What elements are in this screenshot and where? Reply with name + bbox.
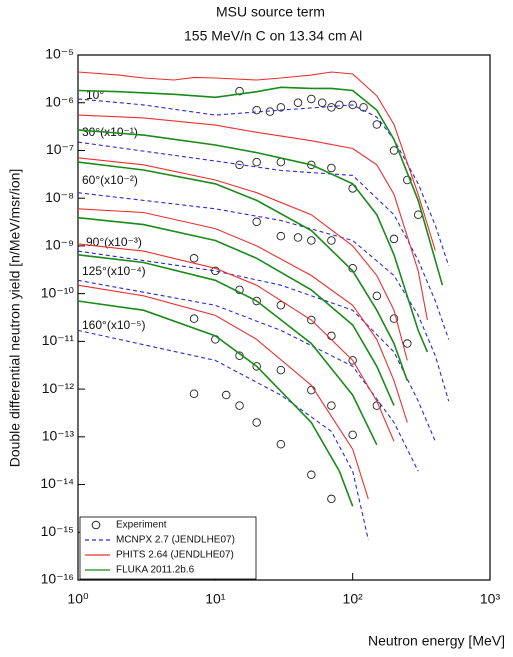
y-tick-label: 10⁻⁵ — [45, 46, 74, 62]
data-point — [235, 160, 244, 170]
series-line — [77, 243, 395, 442]
data-point — [235, 401, 244, 410]
legend-label: PHITS 2.64 (JENDLHE07) — [116, 550, 234, 561]
y-tick-label: 10⁻¹⁶ — [41, 571, 74, 587]
legend-label: Experiment — [116, 520, 167, 531]
data-point — [189, 254, 199, 263]
series-line — [77, 216, 395, 406]
series-line — [77, 161, 409, 381]
x-tick-label: 10¹ — [205, 591, 226, 607]
data-point — [235, 86, 244, 96]
data-point — [327, 163, 336, 173]
data-point — [327, 103, 336, 112]
series-line — [77, 114, 428, 321]
chart-subtitle: 155 MeV/n C on 13.34 cm Al — [184, 28, 362, 44]
series-line — [77, 284, 369, 500]
data-point — [348, 100, 357, 110]
angle-label: 160°(x10⁻⁵) — [82, 318, 145, 332]
y-tick-label: 10⁻⁷ — [46, 141, 74, 157]
data-point — [372, 291, 382, 301]
legend-symbol — [91, 520, 101, 530]
data-point — [389, 314, 399, 323]
series-line — [77, 157, 408, 361]
data-point — [276, 439, 286, 449]
data-point — [348, 356, 357, 365]
data-point — [335, 100, 344, 110]
data-point — [221, 390, 231, 400]
data-point — [372, 120, 382, 129]
y-tick-label: 10⁻¹⁴ — [40, 475, 74, 491]
series-line — [77, 300, 354, 507]
data-point — [327, 401, 336, 410]
series-line — [77, 141, 450, 340]
x-tick-label: 10⁰ — [67, 591, 89, 607]
series-line — [77, 250, 436, 442]
data-point — [276, 103, 286, 112]
data-point — [276, 157, 286, 167]
data-point — [307, 94, 316, 104]
series-line — [77, 192, 450, 402]
y-tick-label: 10⁻¹² — [42, 380, 75, 396]
data-point — [276, 231, 286, 241]
data-point — [252, 217, 261, 227]
data-point — [403, 339, 412, 348]
data-point — [307, 236, 316, 245]
y-tick-label: 10⁻¹⁵ — [41, 523, 74, 539]
data-point — [307, 470, 316, 480]
data-point — [276, 365, 286, 375]
y-axis-label: Double differential neutron yield [n/MeV… — [7, 169, 23, 468]
series-line — [77, 208, 408, 423]
data-point — [307, 160, 316, 170]
data-point — [389, 234, 399, 244]
angle-label: 125°(x10⁻⁴) — [82, 264, 146, 278]
series-line — [77, 329, 369, 540]
y-tick-label: 10⁻⁸ — [45, 189, 74, 205]
y-tick-label: 10⁻¹³ — [42, 428, 75, 444]
data-point — [252, 296, 261, 306]
y-tick-label: 10⁻¹⁰ — [41, 284, 75, 300]
series-line — [77, 86, 444, 286]
series-line — [77, 254, 378, 446]
data-point — [293, 233, 303, 242]
data-point — [252, 418, 261, 427]
series-line — [77, 129, 429, 353]
data-point — [252, 362, 261, 371]
angle-label: 90°(x10⁻³) — [86, 235, 142, 249]
x-tick-label: 10³ — [480, 591, 501, 607]
data-point — [189, 314, 199, 323]
data-point — [252, 105, 261, 115]
data-point — [276, 301, 286, 310]
legend-box — [79, 516, 257, 580]
data-point — [317, 98, 327, 107]
data-point — [189, 389, 199, 398]
y-tick-label: 10⁻⁶ — [45, 93, 74, 109]
data-point — [348, 430, 357, 440]
legend-label: FLUKA 2011.2b.6 — [116, 565, 195, 576]
x-tick-label: 10² — [343, 591, 364, 607]
y-tick-label: 10⁻⁹ — [45, 237, 74, 253]
series-line — [77, 71, 436, 251]
y-tick-label: 10⁻¹¹ — [42, 332, 75, 348]
data-point — [327, 494, 336, 504]
data-point — [293, 98, 303, 107]
data-point — [327, 236, 336, 245]
legend-label: MCNPX 2.7 (JENDLHE07) — [116, 535, 235, 546]
data-point — [307, 315, 316, 325]
chart-title: MSU source term — [216, 4, 325, 20]
plot-frame — [77, 54, 491, 581]
series-line — [77, 98, 450, 267]
angle-label: 60°(x10⁻²) — [82, 173, 138, 187]
x-axis-label: Neutron energy [MeV] — [368, 633, 505, 649]
data-point — [327, 331, 336, 341]
data-point — [307, 385, 316, 395]
data-point — [252, 157, 261, 167]
data-point — [359, 103, 368, 112]
data-point — [403, 175, 412, 185]
